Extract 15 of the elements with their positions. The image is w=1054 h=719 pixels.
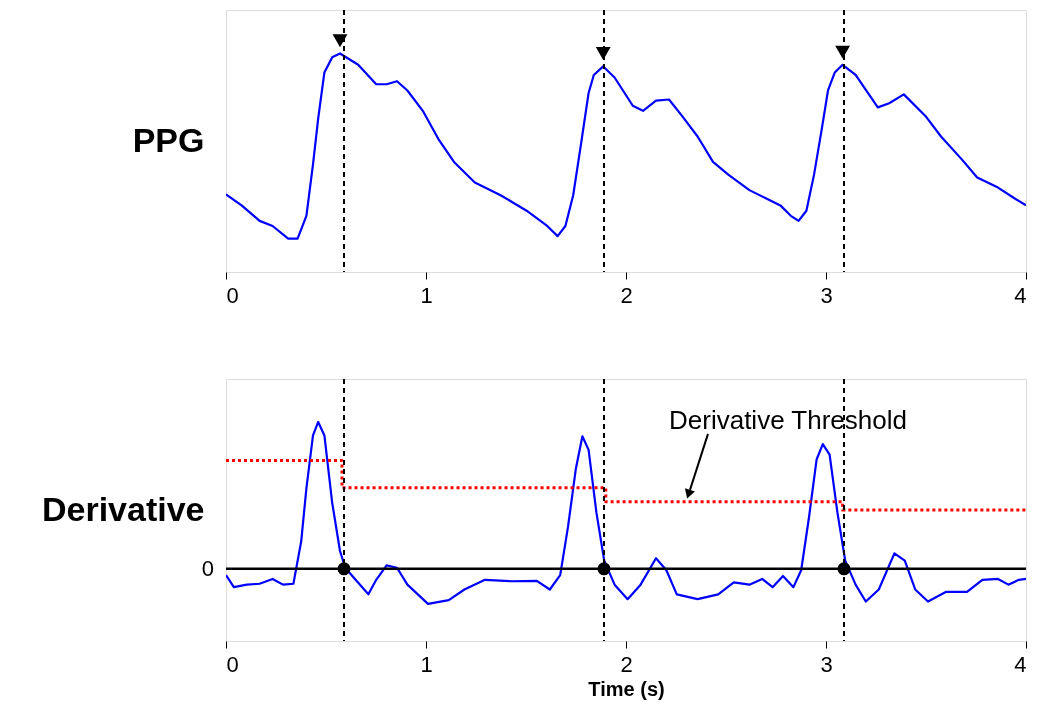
x-tick-label: 1 [420, 651, 433, 677]
x-tick-label: 2 [620, 651, 633, 677]
x-tick-label: 4 [1014, 651, 1027, 677]
x-tick-label: 1 [420, 282, 433, 308]
y-axis-title: PPG [132, 120, 205, 159]
y-axis-title: Derivative [41, 489, 205, 528]
x-tick-label: 0 [226, 282, 239, 308]
x-tick-label: 3 [820, 651, 833, 677]
x-tick-label: 3 [820, 282, 833, 308]
x-tick-label: 4 [1014, 282, 1027, 308]
x-axis-title: Time (s) [588, 677, 665, 700]
annotation: Derivative Threshold [669, 404, 907, 435]
x-tick-label: 2 [620, 282, 633, 308]
ref-line-label: 0 [201, 555, 214, 581]
x-tick-label: 0 [226, 651, 239, 677]
